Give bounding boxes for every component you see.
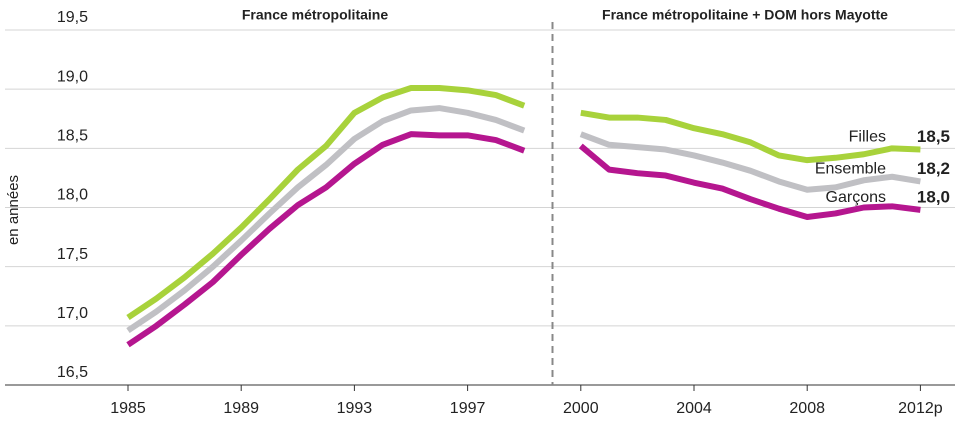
y-tick-label: 19,5	[57, 9, 88, 26]
x-tick-label: 1993	[337, 400, 373, 417]
series-line	[126, 84, 921, 321]
end-value-label: 18,2	[917, 159, 950, 178]
end-value-label: 18,0	[917, 187, 950, 206]
series-line	[126, 131, 921, 348]
end-value-label: 18,5	[917, 127, 950, 146]
x-tick-label: 1985	[110, 400, 146, 417]
y-tick-label: 18,5	[57, 128, 88, 145]
y-tick-label: 18,0	[57, 187, 88, 204]
section-title: France métropolitaine	[242, 7, 388, 23]
x-tick-label: 2004	[676, 400, 712, 417]
y-tick-label: 17,5	[57, 246, 88, 263]
x-tick-label: 2008	[789, 400, 825, 417]
series-name: Ensemble	[815, 161, 886, 178]
x-tick-label: 1989	[223, 400, 259, 417]
series-name: Filles	[849, 129, 886, 146]
section-title: France métropolitaine + DOM hors Mayotte	[602, 7, 888, 23]
x-tick-label: 2000	[563, 400, 599, 417]
series-line	[126, 105, 921, 334]
y-axis-label: en années	[5, 175, 22, 245]
x-tick-label: 2012p	[898, 400, 943, 417]
x-tick-label: 1997	[450, 400, 486, 417]
y-tick-label: 17,0	[57, 305, 88, 322]
y-tick-label: 19,0	[57, 68, 88, 85]
y-tick-label: 16,5	[57, 364, 88, 381]
series-name: Garçons	[826, 189, 886, 206]
